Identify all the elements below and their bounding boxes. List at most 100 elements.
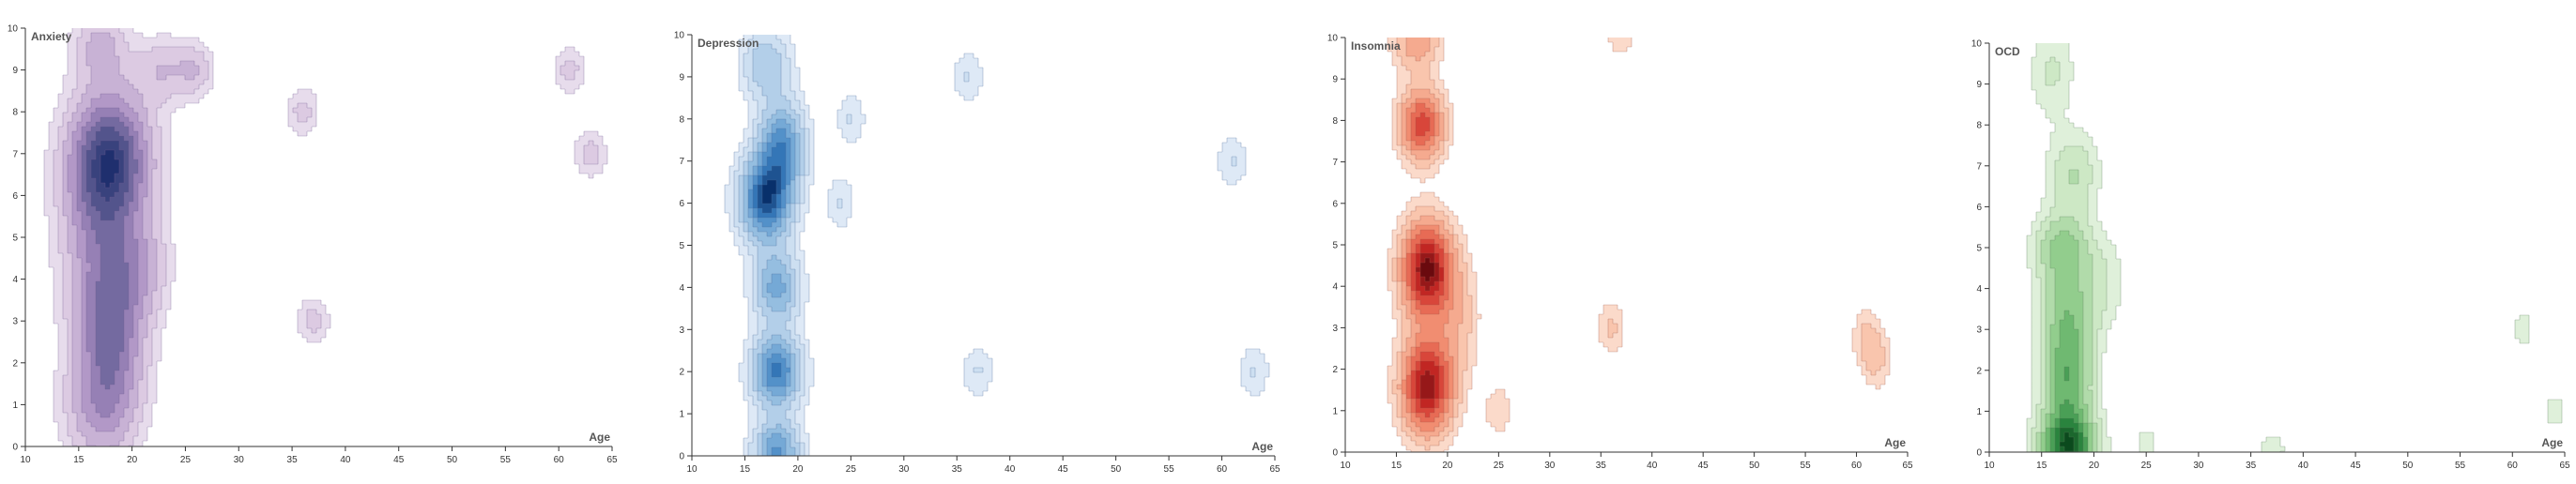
y-tick-label: 9 [12,66,18,76]
y-tick-label: 2 [679,368,684,378]
x-tick-label: 10 [1984,461,1995,471]
y-tick-label: 9 [1976,80,1982,90]
y-tick-label: 2 [12,358,18,369]
x-tick-label: 30 [1544,461,1556,471]
y-tick-label: 1 [12,401,18,411]
y-tick-label: 1 [1332,406,1338,416]
y-tick-label: 4 [679,283,684,294]
x-tick-label: 60 [1851,461,1863,471]
y-tick-label: 4 [1976,284,1982,295]
y-tick-label: 1 [1976,407,1982,417]
x-tick-label: 45 [1698,461,1710,471]
density-level-2 [734,35,1255,456]
x-tick-label: 25 [1494,461,1505,471]
x-tick-label: 55 [2455,461,2466,471]
density-field [2026,43,2563,452]
x-tick-label: 40 [1647,461,1658,471]
panel-title: Insomnia [1351,39,1401,53]
chart-panel-ocd: 10 15 20 25 30 35 40 45 50 55 60 65012345678910AgeO… [1971,39,2570,472]
y-tick-label: 8 [12,108,18,118]
x-tick-label: 35 [287,455,299,465]
panel-title: Anxiety [31,30,72,43]
y-tick-label: 8 [1332,116,1338,127]
x-axis-title: Age [1884,436,1906,449]
x-axis-title: Age [589,431,610,444]
y-tick-label: 6 [1976,203,1982,213]
x-tick-label: 15 [1391,461,1403,471]
x-tick-label: 20 [1442,461,1453,471]
y-tick-label: 4 [1332,282,1338,293]
x-tick-label: 10 [686,464,698,475]
x-tick-label: 40 [340,455,351,465]
y-tick-label: 7 [1332,158,1338,168]
y-tick-label: 3 [1976,325,1982,336]
y-tick-label: 5 [12,234,18,244]
y-tick-label: 10 [674,31,685,41]
panel-title: Depression [698,37,759,50]
x-tick-label: 65 [1902,461,1913,471]
density-field [724,35,1270,456]
x-tick-label: 30 [234,455,245,465]
contour-lines [1387,38,1891,452]
x-tick-label: 65 [606,455,618,465]
density-level-8 [1416,253,1439,399]
x-tick-label: 25 [180,455,192,465]
x-tick-label: 15 [2036,461,2047,471]
x-tick-label: 15 [73,455,84,465]
y-tick-label: 10 [1971,39,1983,50]
density-level-1 [2027,43,2562,452]
y-tick-label: 7 [1976,161,1982,172]
x-tick-label: 55 [500,455,512,465]
contour-lines [724,35,1270,456]
contour-lines [2026,43,2563,452]
y-tick-label: 3 [12,317,18,327]
panel-title: OCD [1995,45,2020,58]
y-tick-label: 6 [12,191,18,202]
x-tick-label: 35 [2246,461,2257,471]
y-tick-label: 3 [1332,324,1338,334]
y-tick-label: 7 [679,157,684,167]
density-level-9 [762,180,776,204]
x-axis-title: Age [1251,440,1273,453]
y-tick-label: 0 [1332,448,1338,459]
x-tick-label: 40 [1004,464,1016,475]
x-tick-label: 35 [1596,461,1607,471]
x-tick-label: 20 [127,455,138,465]
x-tick-label: 40 [2298,461,2309,471]
x-tick-label: 45 [393,455,405,465]
y-tick-label: 6 [1332,199,1338,209]
y-tick-label: 2 [1976,366,1982,376]
y-tick-label: 10 [8,24,19,35]
x-tick-label: 60 [1217,464,1228,475]
y-tick-label: 2 [1332,365,1338,375]
x-tick-label: 50 [1111,464,1122,475]
y-tick-label: 0 [1976,448,1982,459]
y-tick-label: 0 [12,443,18,453]
y-tick-label: 7 [12,149,18,159]
x-tick-label: 60 [554,455,565,465]
y-tick-label: 6 [679,199,684,209]
x-tick-label: 55 [1164,464,1175,475]
x-tick-label: 50 [1749,461,1760,471]
y-tick-label: 9 [1332,75,1338,85]
density-field [43,28,608,446]
chart-panel-insomnia: 10 15 20 25 30 35 40 45 50 55 60 65012345678910AgeI… [1327,34,1913,472]
x-axis-title: Age [2541,436,2563,449]
y-tick-label: 9 [679,72,684,83]
x-tick-label: 35 [952,464,963,475]
y-tick-label: 8 [679,114,684,125]
x-tick-label: 55 [1801,461,1812,471]
chart-panel-depression: 10 15 20 25 30 35 40 45 50 55 60 65012345678910AgeD… [674,31,1280,476]
y-tick-label: 5 [1976,244,1982,254]
chart-panel-anxiety: 10 15 20 25 30 35 40 45 50 55 60 65012345678910AgeA… [8,24,618,466]
x-tick-label: 10 [1340,461,1351,471]
density-field [1387,38,1891,452]
y-tick-label: 5 [1332,241,1338,251]
x-tick-label: 65 [1269,464,1280,475]
density-level-1 [725,35,1269,456]
y-tick-label: 1 [679,410,684,420]
x-tick-label: 20 [2089,461,2100,471]
